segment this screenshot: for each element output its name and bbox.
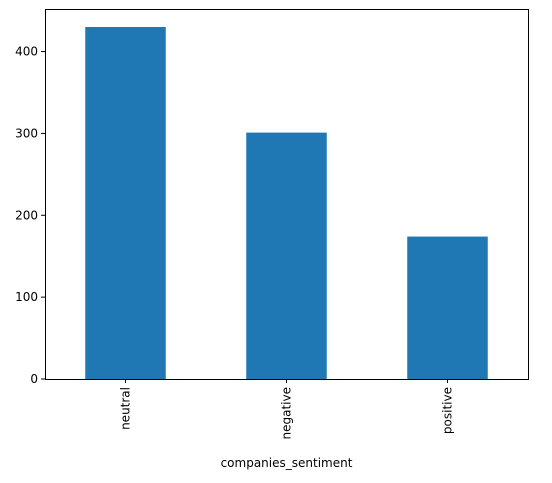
y-tick-label: 200 — [15, 208, 38, 222]
x-axis: neutral negative positive — [119, 379, 455, 439]
x-axis-label: companies_sentiment — [221, 456, 353, 470]
bar-negative — [246, 132, 327, 379]
y-tick-label: 400 — [15, 45, 38, 59]
y-axis: 0 100 200 300 400 — [15, 45, 45, 386]
plot-frame — [45, 9, 529, 380]
bar-neutral — [85, 27, 166, 379]
y-tick-label: 100 — [15, 290, 38, 304]
y-tick-label: 0 — [30, 372, 38, 386]
bars-group — [85, 27, 488, 379]
x-tick-label-positive: positive — [441, 387, 455, 434]
x-tick-label-neutral: neutral — [119, 387, 133, 430]
x-tick-label-negative: negative — [280, 387, 294, 439]
y-tick-label: 300 — [15, 126, 38, 140]
bar-positive — [407, 236, 488, 379]
